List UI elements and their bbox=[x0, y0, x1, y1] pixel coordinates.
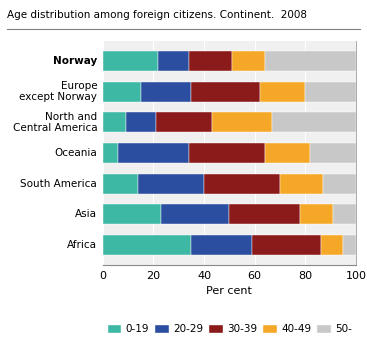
X-axis label: Per cent: Per cent bbox=[206, 286, 252, 296]
Bar bbox=[189, 143, 265, 163]
Bar bbox=[126, 112, 156, 132]
Bar bbox=[260, 82, 305, 102]
Bar bbox=[212, 112, 272, 132]
Bar bbox=[229, 204, 300, 224]
Bar bbox=[103, 204, 161, 224]
Bar bbox=[161, 204, 229, 224]
Bar bbox=[103, 51, 159, 71]
Bar bbox=[103, 82, 141, 102]
Bar bbox=[141, 82, 192, 102]
Bar bbox=[192, 235, 252, 255]
Bar bbox=[320, 235, 344, 255]
Bar bbox=[305, 82, 356, 102]
Bar bbox=[156, 112, 212, 132]
Bar bbox=[252, 235, 320, 255]
Bar bbox=[103, 174, 138, 194]
Bar bbox=[118, 143, 189, 163]
Bar bbox=[344, 235, 356, 255]
Legend: 0-19, 20-29, 30-39, 40-49, 50-: 0-19, 20-29, 30-39, 40-49, 50- bbox=[102, 320, 356, 338]
Bar bbox=[265, 51, 356, 71]
Bar bbox=[300, 204, 333, 224]
Bar bbox=[333, 204, 356, 224]
Bar bbox=[204, 174, 280, 194]
Bar bbox=[192, 82, 260, 102]
Bar bbox=[232, 51, 265, 71]
Text: Age distribution among foreign citizens. Continent.  2008: Age distribution among foreign citizens.… bbox=[7, 10, 307, 20]
Bar bbox=[159, 51, 189, 71]
Bar bbox=[272, 112, 356, 132]
Bar bbox=[189, 51, 232, 71]
Bar bbox=[138, 174, 204, 194]
Bar bbox=[280, 174, 323, 194]
Bar bbox=[103, 143, 118, 163]
Bar bbox=[103, 112, 126, 132]
Bar bbox=[265, 143, 310, 163]
Bar bbox=[310, 143, 356, 163]
Bar bbox=[323, 174, 356, 194]
Bar bbox=[103, 235, 192, 255]
